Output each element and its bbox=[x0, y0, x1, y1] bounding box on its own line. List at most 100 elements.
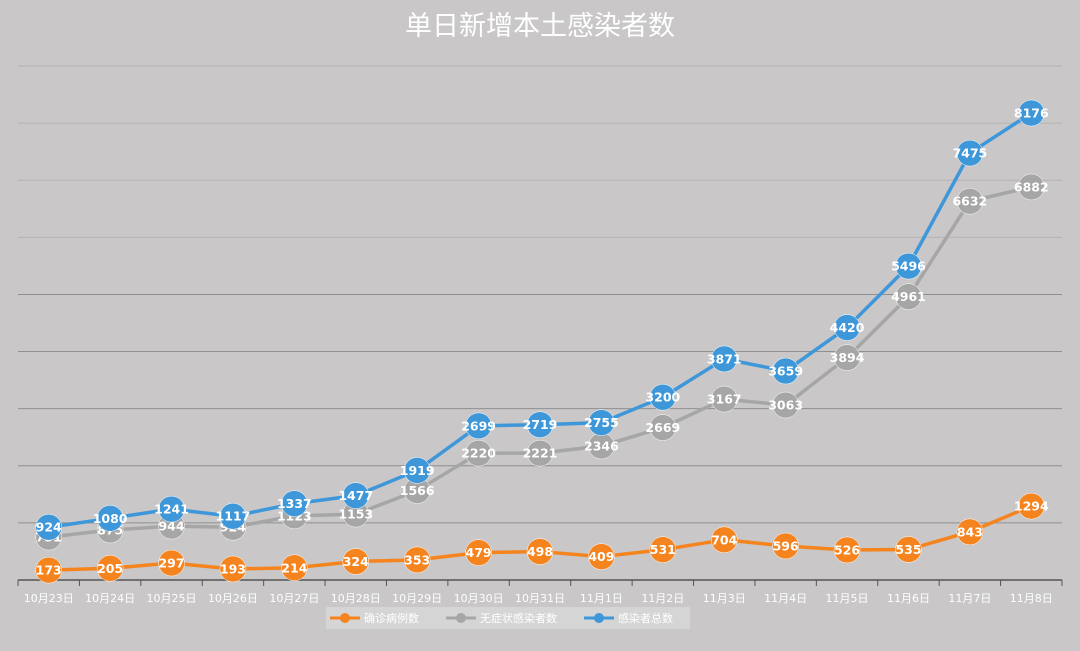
data-point bbox=[956, 187, 984, 215]
data-label: 353 bbox=[404, 552, 430, 567]
data-label: 1337 bbox=[277, 496, 312, 511]
data-label: 5496 bbox=[891, 259, 926, 274]
x-axis: 10月23日 10月24日 10月25日 10月26日 10月27日 10月28日 10月2… bbox=[17, 579, 1063, 605]
x-tick-label: 11月1日 bbox=[580, 592, 623, 605]
data-label: 924 bbox=[36, 520, 62, 535]
x-tick-label: 11月8日 bbox=[1010, 592, 1053, 605]
data-point bbox=[35, 513, 62, 541]
data-label: 1477 bbox=[338, 488, 373, 503]
data-label: 1153 bbox=[338, 507, 373, 522]
data-point bbox=[649, 414, 677, 441]
data-point bbox=[895, 536, 922, 563]
data-label: 3894 bbox=[830, 350, 865, 365]
legend-box bbox=[326, 607, 690, 629]
data-point bbox=[649, 383, 677, 411]
series-line bbox=[48, 185, 1032, 539]
data-label: 3659 bbox=[768, 364, 803, 379]
data-point bbox=[465, 439, 492, 467]
data-point bbox=[465, 539, 492, 566]
gridlines bbox=[18, 65, 1062, 524]
data-label: 193 bbox=[220, 561, 246, 576]
x-tick-label: 11月6日 bbox=[887, 592, 930, 605]
data-label: 214 bbox=[281, 560, 307, 575]
x-tick-label: 11月2日 bbox=[641, 592, 684, 605]
data-point bbox=[710, 345, 738, 373]
data-point bbox=[833, 314, 861, 341]
data-label: 704 bbox=[711, 532, 737, 547]
data-point bbox=[833, 344, 861, 371]
x-tick-label: 11月3日 bbox=[703, 592, 746, 605]
data-label: 596 bbox=[773, 538, 799, 553]
data-label: 2669 bbox=[645, 420, 680, 435]
data-point bbox=[772, 532, 799, 560]
data-point bbox=[281, 554, 308, 582]
data-point bbox=[1018, 492, 1045, 520]
data-point bbox=[526, 411, 554, 438]
data-label: 6632 bbox=[952, 194, 987, 209]
x-tick-label: 10月28日 bbox=[331, 592, 381, 605]
data-label: 324 bbox=[343, 554, 369, 569]
data-label: 8176 bbox=[1014, 106, 1049, 121]
data-label: 205 bbox=[97, 561, 123, 576]
data-point bbox=[96, 505, 124, 532]
data-point bbox=[526, 439, 554, 467]
data-label: 6882 bbox=[1014, 179, 1049, 194]
legend-entry: 无症状感染者数 bbox=[480, 611, 557, 625]
chart-title: 单日新增本土感染者数 bbox=[405, 11, 675, 42]
data-point bbox=[588, 409, 615, 436]
x-tick-label: 10月29日 bbox=[392, 592, 442, 605]
data-point bbox=[158, 495, 185, 523]
legend: 确诊病例数 无症状感染者数 感染者总数 bbox=[326, 607, 690, 629]
x-tick-label: 11月5日 bbox=[826, 592, 869, 605]
data-label: 535 bbox=[895, 542, 921, 557]
data-point bbox=[772, 391, 799, 419]
data-point bbox=[158, 549, 185, 577]
data-label: 2221 bbox=[523, 446, 558, 461]
data-label: 498 bbox=[527, 544, 553, 559]
data-point bbox=[895, 252, 922, 280]
data-point bbox=[281, 490, 308, 517]
data-point bbox=[1018, 99, 1045, 127]
data-label: 944 bbox=[158, 519, 184, 534]
data-label: 1566 bbox=[400, 483, 435, 498]
data-label: 2755 bbox=[584, 415, 619, 430]
data-point bbox=[96, 555, 124, 582]
data-label: 1241 bbox=[154, 502, 189, 517]
data-point bbox=[956, 139, 984, 167]
data-label: 531 bbox=[650, 542, 676, 557]
legend-swatch-marker bbox=[456, 613, 466, 623]
data-label: 3871 bbox=[707, 351, 742, 366]
data-point bbox=[588, 543, 615, 570]
legend-swatch-marker bbox=[594, 613, 604, 623]
data-label: 3200 bbox=[645, 390, 680, 405]
data-label: 4420 bbox=[830, 320, 865, 335]
data-label: 843 bbox=[957, 524, 983, 539]
x-tick-label: 11月4日 bbox=[764, 592, 807, 605]
data-point bbox=[772, 357, 799, 385]
legend-swatch-marker bbox=[340, 613, 350, 623]
series-markers: 173 205 297 193 214 324 353 479 498 409 531 704 596 5… bbox=[35, 99, 1049, 584]
data-point bbox=[219, 555, 247, 583]
data-point bbox=[895, 283, 922, 310]
x-tick-label: 10月24日 bbox=[85, 592, 135, 605]
data-point bbox=[342, 548, 370, 575]
x-tick-label: 10月31日 bbox=[515, 592, 565, 605]
x-tick-label: 10月23日 bbox=[24, 592, 74, 605]
data-label: 1919 bbox=[400, 463, 435, 478]
series-group: 173 205 297 193 214 324 353 479 498 409 531 704 596 5… bbox=[35, 99, 1049, 584]
data-point bbox=[35, 556, 62, 584]
data-label: 526 bbox=[834, 542, 860, 557]
legend-entry: 感染者总数 bbox=[618, 611, 673, 625]
data-point bbox=[649, 536, 677, 563]
data-point bbox=[710, 385, 738, 413]
x-tick-label: 10月26日 bbox=[208, 592, 258, 605]
data-point bbox=[1018, 173, 1045, 201]
data-label: 173 bbox=[36, 563, 62, 578]
data-label: 7475 bbox=[952, 146, 987, 161]
data-label: 1117 bbox=[216, 509, 251, 524]
data-label: 2220 bbox=[461, 446, 496, 461]
data-point bbox=[219, 502, 247, 530]
legend-entry: 确诊病例数 bbox=[364, 611, 419, 625]
